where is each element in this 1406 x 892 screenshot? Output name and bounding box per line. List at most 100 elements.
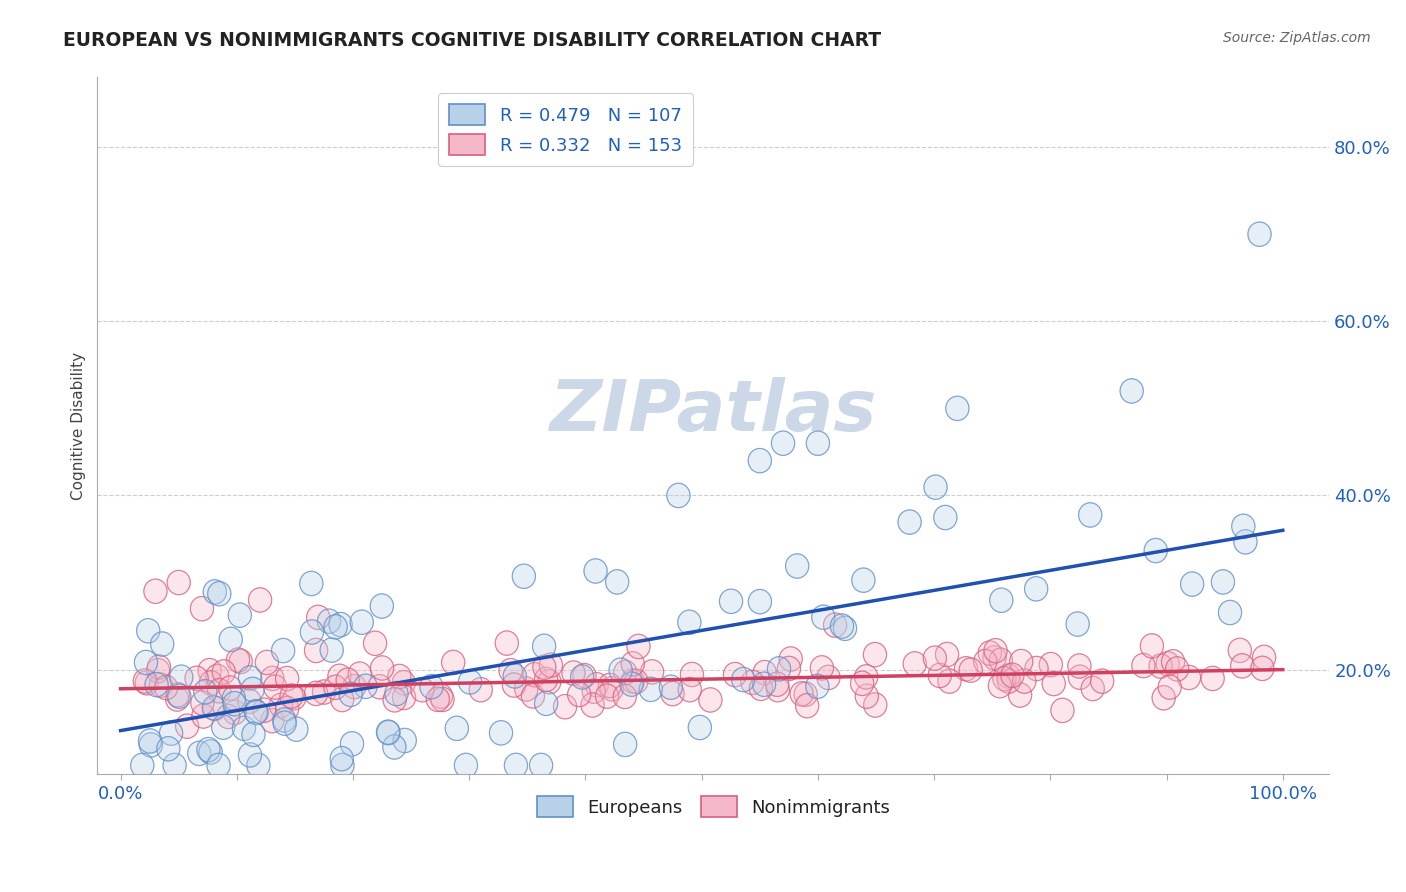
Ellipse shape — [766, 677, 790, 702]
Ellipse shape — [1050, 698, 1074, 723]
Ellipse shape — [343, 674, 366, 698]
Ellipse shape — [772, 431, 794, 456]
Ellipse shape — [903, 652, 927, 676]
Ellipse shape — [305, 639, 328, 663]
Ellipse shape — [984, 639, 1007, 663]
Ellipse shape — [613, 660, 637, 685]
Ellipse shape — [299, 571, 323, 596]
Ellipse shape — [640, 677, 662, 701]
Ellipse shape — [330, 747, 353, 771]
Ellipse shape — [1161, 649, 1185, 674]
Ellipse shape — [301, 620, 323, 644]
Ellipse shape — [222, 686, 246, 710]
Ellipse shape — [1212, 570, 1234, 594]
Ellipse shape — [678, 678, 702, 702]
Ellipse shape — [1181, 572, 1204, 596]
Ellipse shape — [242, 723, 266, 747]
Ellipse shape — [600, 677, 623, 701]
Ellipse shape — [988, 673, 1011, 698]
Ellipse shape — [596, 684, 619, 708]
Ellipse shape — [430, 687, 454, 712]
Ellipse shape — [946, 396, 969, 420]
Ellipse shape — [228, 603, 252, 627]
Ellipse shape — [731, 667, 755, 691]
Ellipse shape — [855, 665, 877, 690]
Ellipse shape — [1081, 676, 1104, 701]
Ellipse shape — [263, 675, 287, 699]
Ellipse shape — [598, 673, 621, 698]
Ellipse shape — [863, 693, 887, 717]
Ellipse shape — [224, 700, 246, 724]
Ellipse shape — [136, 618, 160, 643]
Ellipse shape — [778, 657, 800, 681]
Ellipse shape — [454, 753, 478, 778]
Ellipse shape — [765, 672, 789, 697]
Ellipse shape — [388, 665, 411, 689]
Ellipse shape — [200, 671, 222, 695]
Ellipse shape — [1219, 600, 1241, 624]
Ellipse shape — [411, 678, 434, 702]
Ellipse shape — [489, 721, 513, 745]
Ellipse shape — [239, 743, 262, 767]
Ellipse shape — [855, 684, 879, 708]
Ellipse shape — [831, 614, 853, 639]
Ellipse shape — [1152, 686, 1175, 710]
Ellipse shape — [208, 582, 231, 606]
Ellipse shape — [534, 667, 558, 691]
Ellipse shape — [1159, 675, 1181, 699]
Ellipse shape — [229, 649, 252, 673]
Ellipse shape — [1140, 633, 1164, 658]
Ellipse shape — [377, 720, 399, 744]
Ellipse shape — [806, 431, 830, 456]
Ellipse shape — [191, 690, 214, 715]
Ellipse shape — [239, 665, 262, 690]
Ellipse shape — [1042, 672, 1066, 696]
Ellipse shape — [276, 666, 298, 690]
Ellipse shape — [1025, 657, 1047, 681]
Ellipse shape — [1166, 657, 1189, 681]
Ellipse shape — [156, 737, 180, 761]
Ellipse shape — [329, 613, 352, 637]
Ellipse shape — [955, 657, 977, 681]
Ellipse shape — [720, 589, 742, 614]
Ellipse shape — [811, 605, 835, 630]
Ellipse shape — [336, 668, 360, 692]
Ellipse shape — [330, 753, 354, 778]
Ellipse shape — [621, 652, 644, 676]
Ellipse shape — [1229, 638, 1251, 663]
Ellipse shape — [502, 673, 526, 698]
Ellipse shape — [139, 732, 163, 757]
Ellipse shape — [323, 675, 347, 699]
Ellipse shape — [515, 677, 538, 701]
Ellipse shape — [135, 650, 157, 674]
Ellipse shape — [1067, 654, 1091, 678]
Ellipse shape — [1232, 514, 1256, 539]
Ellipse shape — [155, 675, 177, 699]
Ellipse shape — [245, 700, 269, 725]
Ellipse shape — [149, 673, 173, 698]
Text: ZIPatlas: ZIPatlas — [550, 377, 877, 446]
Ellipse shape — [470, 678, 492, 702]
Ellipse shape — [170, 665, 193, 690]
Ellipse shape — [283, 686, 307, 710]
Ellipse shape — [204, 696, 226, 721]
Ellipse shape — [202, 696, 225, 720]
Ellipse shape — [806, 674, 830, 698]
Ellipse shape — [134, 669, 156, 693]
Ellipse shape — [661, 681, 685, 706]
Ellipse shape — [503, 664, 526, 688]
Ellipse shape — [522, 684, 544, 708]
Ellipse shape — [979, 640, 1001, 665]
Ellipse shape — [150, 632, 174, 657]
Ellipse shape — [1039, 652, 1063, 677]
Ellipse shape — [217, 705, 240, 729]
Ellipse shape — [1177, 665, 1201, 690]
Ellipse shape — [238, 690, 262, 714]
Ellipse shape — [512, 564, 536, 589]
Ellipse shape — [530, 753, 553, 778]
Ellipse shape — [219, 627, 242, 651]
Ellipse shape — [752, 672, 776, 697]
Ellipse shape — [429, 684, 453, 708]
Ellipse shape — [834, 616, 856, 640]
Ellipse shape — [385, 681, 408, 706]
